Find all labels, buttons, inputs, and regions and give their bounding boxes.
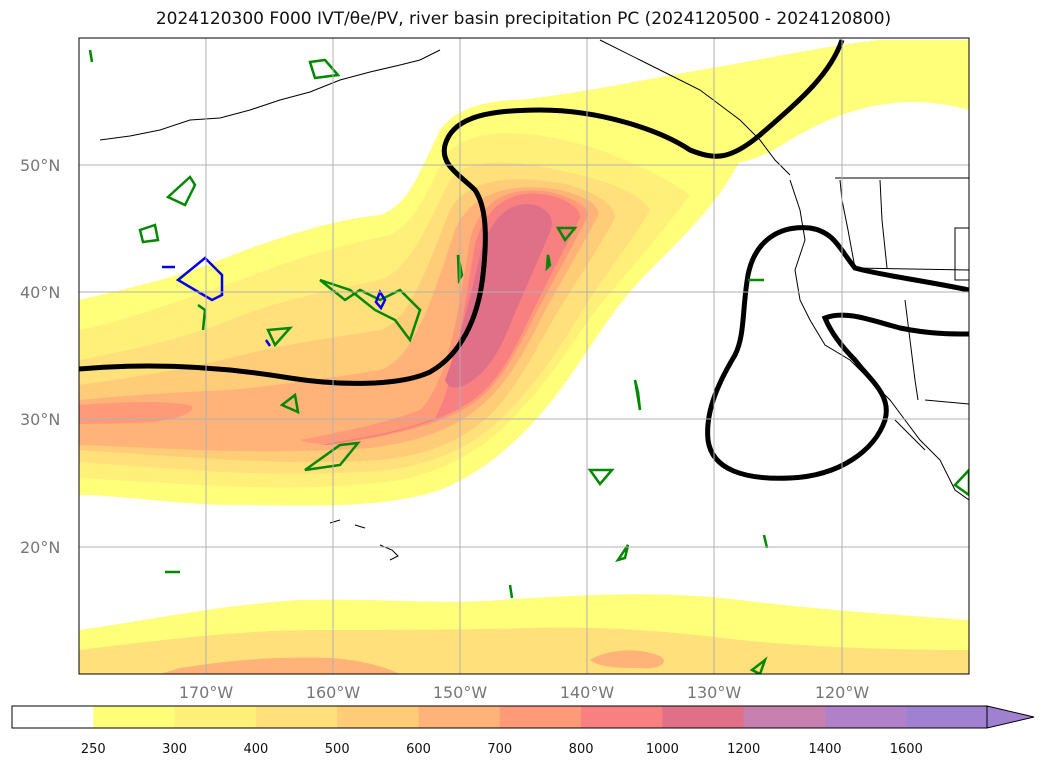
colorbar-cell <box>93 706 176 728</box>
graticule <box>79 38 969 674</box>
colorbar-tick-label: 800 <box>569 742 594 757</box>
colorbar-tick-label: 400 <box>243 742 268 757</box>
colorbar-cell <box>12 706 94 728</box>
lon-label-150w: 150°W <box>433 683 488 702</box>
coastlines <box>99 39 969 561</box>
ivt-band-south-600 <box>160 650 664 674</box>
lon-label-140w: 140°W <box>560 683 615 702</box>
colorbar-cell <box>581 706 663 728</box>
theta-e-contour-west <box>79 39 845 386</box>
lat-label-20n: 20°N <box>20 538 60 557</box>
colorbar: 250 300 400 500 600 700 800 1000 1200 1400 1600 <box>11 705 1035 757</box>
map-frame <box>78 37 970 675</box>
colorbar-tick-label: 500 <box>325 742 350 757</box>
colorbar-cell <box>825 706 907 728</box>
colorbar-tick-label: 1200 <box>727 742 760 757</box>
colorbar-cell <box>174 706 257 728</box>
colorbar-extend-arrow <box>986 705 1035 729</box>
colorbar-tick-label: 300 <box>162 742 187 757</box>
colorbar-cell <box>906 706 987 728</box>
lon-label-160w: 160°W <box>306 683 361 702</box>
colorbar-cell <box>255 706 338 728</box>
colorbar-tick-label: 700 <box>487 742 512 757</box>
colorbar-frame <box>11 705 988 729</box>
colorbar-cell <box>499 706 582 728</box>
colorbar-tick-label: 1400 <box>808 742 841 757</box>
lon-label-120w: 120°W <box>815 683 870 702</box>
ivt-band-north <box>520 40 969 164</box>
ivt-level-1000 <box>445 204 552 388</box>
colorbar-tick-label: 1000 <box>646 742 679 757</box>
map-title: 2024120300 F000 IVT/θe/PV, river basin p… <box>155 9 892 29</box>
lon-label-130w: 130°W <box>687 683 742 702</box>
colorbar-cell <box>337 706 419 728</box>
colorbar-tick-label: 600 <box>406 742 431 757</box>
lat-label-40n: 40°N <box>20 283 60 302</box>
colorbar-tick-label: 1600 <box>890 742 923 757</box>
lat-label-50n: 50°N <box>20 156 60 175</box>
lon-label-170w: 170°W <box>179 683 234 702</box>
lat-label-30n: 30°N <box>20 410 60 429</box>
colorbar-cell <box>662 706 745 728</box>
colorbar-cell <box>418 706 501 728</box>
pv-blue-contours <box>162 256 387 347</box>
ivt-fill-field <box>79 38 969 674</box>
theta-e-contour-east <box>705 225 969 481</box>
colorbar-cell <box>743 706 826 728</box>
colorbar-tick-label: 250 <box>81 742 106 757</box>
